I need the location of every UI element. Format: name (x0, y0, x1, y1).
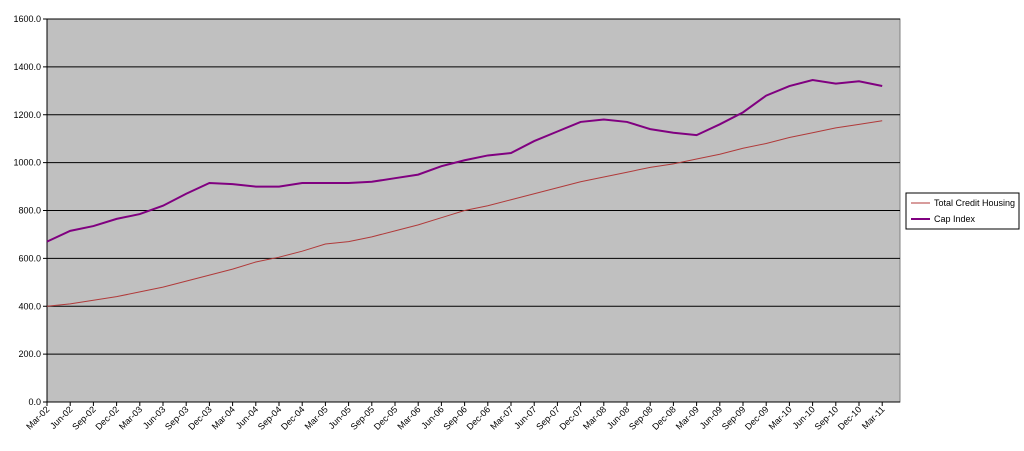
x-tick-label: Dec-02 (93, 404, 121, 432)
y-tick-label: 400.0 (18, 301, 41, 311)
series-line (46, 120, 883, 307)
x-tick-label: Jun-08 (605, 404, 632, 431)
x-tick-label: Mar-11 (860, 404, 887, 431)
legend-label: Cap Index (934, 214, 976, 224)
x-tick-label: Jun-09 (698, 404, 725, 431)
x-tick-label: Sep-06 (441, 404, 469, 432)
x-tick-label: Dec-04 (279, 404, 307, 432)
x-tick-label: Mar-05 (303, 404, 330, 431)
y-tick-label: 1400.0 (13, 62, 41, 72)
x-tick-label: Jun-10 (790, 404, 817, 431)
x-tick-label: Dec-05 (372, 404, 400, 432)
x-tick-label: Dec-06 (465, 404, 493, 432)
x-tick-label: Jun-03 (141, 404, 168, 431)
x-tick-label: Mar-02 (24, 404, 51, 431)
series-line (46, 79, 883, 243)
y-tick-label: 1200.0 (13, 110, 41, 120)
x-tick-label: Mar-04 (210, 404, 237, 431)
x-tick-label: Dec-09 (743, 404, 771, 432)
x-tick-label: Mar-07 (488, 404, 515, 431)
y-tick-label: 0.0 (28, 397, 41, 407)
y-tick-label: 600.0 (18, 253, 41, 263)
y-tick-label: 1600.0 (13, 14, 41, 24)
x-tick-label: Sep-05 (349, 404, 377, 432)
x-tick-label: Mar-09 (674, 404, 701, 431)
x-tick-label: Jun-02 (48, 404, 75, 431)
x-tick-label: Dec-08 (650, 404, 678, 432)
x-tick-label: Sep-02 (70, 404, 98, 432)
x-tick-label: Sep-07 (534, 404, 562, 432)
x-tick-label: Sep-09 (720, 404, 748, 432)
x-tick-label: Dec-07 (557, 404, 585, 432)
x-tick-label: Mar-06 (395, 404, 422, 431)
x-tick-label: Sep-03 (163, 404, 191, 432)
x-tick-label: Jun-05 (326, 404, 353, 431)
y-tick-label: 200.0 (18, 349, 41, 359)
legend-label: Total Credit Housing (934, 198, 1015, 208)
x-tick-label: Mar-03 (117, 404, 144, 431)
x-tick-label: Dec-03 (186, 404, 214, 432)
y-tick-label: 1000.0 (13, 158, 41, 168)
x-tick-label: Sep-08 (627, 404, 655, 432)
y-tick-label: 800.0 (18, 206, 41, 216)
x-tick-label: Jun-07 (512, 404, 539, 431)
x-tick-label: Mar-08 (581, 404, 608, 431)
x-tick-label: Sep-04 (256, 404, 284, 432)
x-tick-label: Jun-04 (234, 404, 261, 431)
x-tick-label: Mar-10 (767, 404, 794, 431)
x-tick-label: Jun-06 (419, 404, 446, 431)
legend (905, 192, 1020, 230)
x-tick-label: Dec-10 (836, 404, 864, 432)
x-tick-label: Sep-10 (813, 404, 841, 432)
